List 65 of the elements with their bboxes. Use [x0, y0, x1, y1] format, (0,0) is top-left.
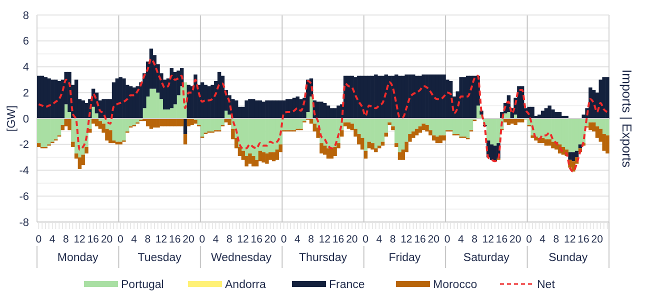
x-tick-label: 20: [346, 234, 358, 246]
text: Thursday: [299, 252, 348, 264]
x-tick-label: 8: [144, 234, 151, 246]
x-tick-label: 20: [182, 234, 195, 246]
x-tick-label: 12: [318, 234, 331, 246]
legend-label: Andorra: [225, 279, 267, 292]
legend-label: Net: [537, 279, 556, 292]
text: Monday: [57, 252, 99, 264]
x-tick-label: 4: [294, 234, 301, 246]
x-tick-label: 12: [400, 234, 412, 246]
legend-label: Morocco: [433, 279, 478, 292]
x-tick-label: 16: [250, 234, 263, 246]
x-tick-label: 0: [280, 234, 287, 246]
y-tick-label: 2: [22, 87, 29, 100]
y-tick-label: -6: [19, 190, 29, 203]
text: Sunday: [548, 252, 588, 264]
text: Wednesday: [211, 252, 272, 264]
y-tick-label: 6: [22, 36, 29, 48]
x-tick-label: 4: [376, 234, 382, 246]
x-tick-label: 8: [472, 234, 478, 246]
x-tick-label: 4: [458, 234, 464, 246]
x-tick-label: 0: [117, 234, 124, 246]
text: Saturday: [463, 252, 510, 264]
text: Tuesday: [138, 252, 182, 264]
x-tick-label: 16: [496, 234, 508, 246]
x-tick-label: 0: [526, 234, 532, 246]
x-tick-label: 4: [131, 234, 138, 246]
x-tick-label: 12: [74, 234, 86, 246]
y-axis-title: [GW]: [6, 105, 18, 132]
x-tick-label: 12: [237, 234, 249, 246]
x-tick-label: 4: [540, 234, 546, 246]
x-tick-label: 16: [169, 234, 181, 246]
y-tick-label: 0: [22, 113, 29, 126]
x-tick-label: 16: [578, 234, 590, 246]
y-tick-label: 8: [22, 10, 29, 22]
x-tick-label: 8: [390, 234, 396, 246]
x-tick-label: 12: [155, 234, 168, 246]
legend-label: France: [329, 279, 365, 292]
x-tick-label: 16: [87, 234, 100, 246]
x-tick-label: 8: [308, 234, 314, 246]
x-tick-label: 8: [553, 234, 560, 246]
y2-axis-title: Imports | Exports: [619, 69, 634, 168]
x-tick-label: 20: [264, 234, 276, 246]
x-tick-label: 12: [482, 234, 494, 246]
x-tick-label: 20: [428, 234, 440, 246]
x-tick-label: 4: [49, 234, 56, 246]
x-tick-label: 12: [564, 234, 576, 246]
x-tick-label: 0: [362, 234, 369, 246]
legend-label: Portugal: [121, 279, 164, 292]
x-tick-label: 20: [100, 234, 113, 246]
y-tick-label: -4: [19, 165, 29, 178]
x-tick-label: 16: [332, 234, 344, 246]
text: Friday: [388, 252, 421, 264]
x-tick-label: 20: [591, 234, 604, 246]
x-tick-label: 4: [212, 234, 219, 246]
x-tick-label: 8: [226, 234, 232, 246]
x-tick-label: 0: [199, 234, 206, 246]
x-tick-label: 8: [63, 234, 70, 246]
y-tick-label: -2: [19, 139, 29, 152]
x-tick-label: 0: [444, 234, 450, 246]
y-tick-label: 4: [22, 62, 29, 74]
x-tick-label: 16: [414, 234, 426, 246]
y-tick-label: -8: [19, 216, 29, 229]
x-tick-label: 0: [36, 234, 42, 246]
x-tick-label: 20: [510, 234, 522, 246]
